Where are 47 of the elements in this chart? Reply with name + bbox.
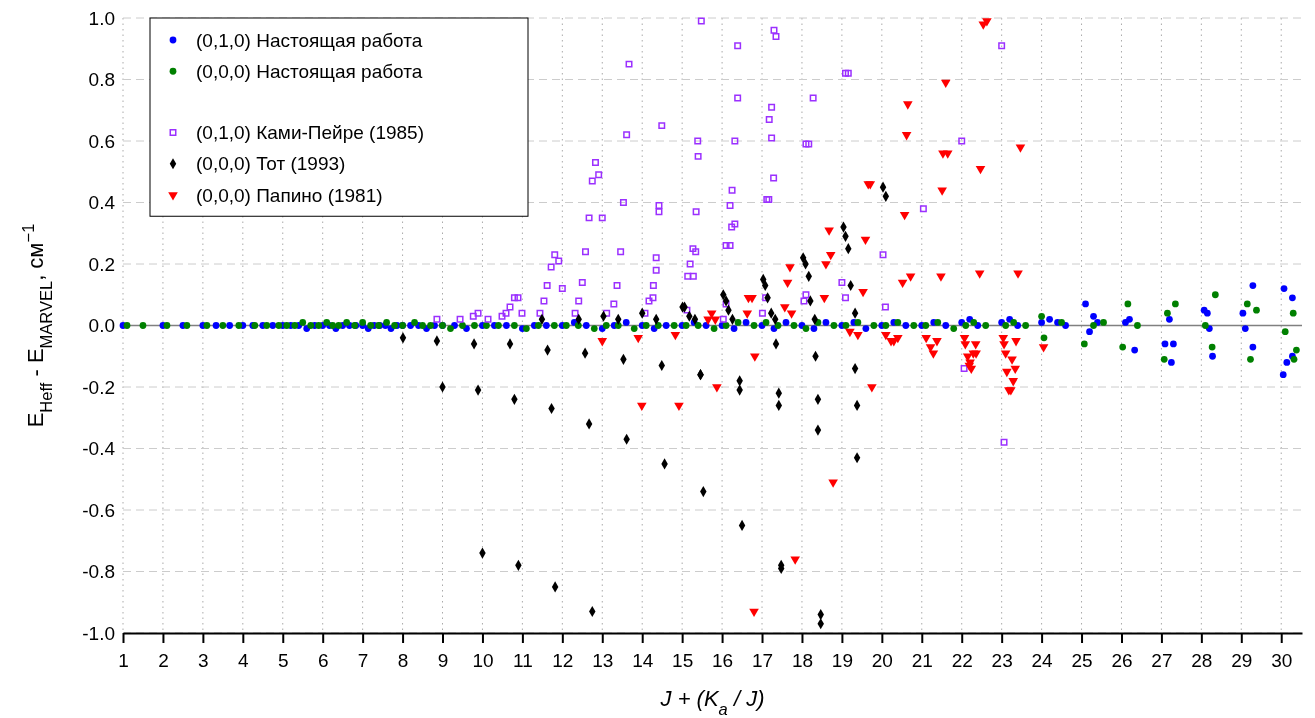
x-tick-label: 16	[712, 649, 734, 671]
x-tick-label: 30	[1271, 649, 1293, 671]
y-tick-label: 0.0	[88, 315, 115, 337]
legend-label: (0,0,0) Настоящая работа	[196, 60, 423, 82]
legend-label: (0,0,0) Папино (1981)	[196, 184, 383, 206]
x-tick-label: 17	[751, 649, 774, 671]
x-tick-label: 15	[672, 649, 694, 671]
x-tick-label: 25	[1071, 649, 1093, 671]
y-tick-label: 1.0	[88, 7, 115, 29]
x-tick-label: 8	[397, 649, 409, 671]
x-tick-label: 24	[1031, 649, 1054, 671]
x-tick-label: 10	[472, 649, 494, 671]
y-tick-label: -0.4	[82, 438, 116, 460]
y-tick-label: -0.8	[82, 561, 115, 583]
x-tick-label: 2	[158, 649, 169, 671]
y-tick-label: -0.6	[82, 499, 115, 521]
x-tick-label: 13	[592, 649, 614, 671]
x-tick-label: 1	[118, 649, 129, 671]
x-tick-label: 5	[277, 649, 289, 671]
x-tick-label: 11	[513, 649, 533, 671]
y-tick-label: -0.2	[82, 376, 115, 398]
y-tick-label: 0.8	[88, 69, 115, 91]
x-tick-label: 21	[911, 649, 933, 671]
x-tick-label: 19	[831, 649, 853, 671]
x-tick-label: 6	[317, 649, 329, 671]
x-tick-label: 12	[552, 649, 574, 671]
x-tick-label: 18	[791, 649, 814, 671]
x-tick-label: 14	[632, 649, 654, 671]
y-tick-label: -1.0	[82, 622, 115, 644]
y-tick-label: 0.2	[88, 253, 115, 275]
x-tick-label: 4	[238, 649, 250, 671]
x-tick-label: 27	[1151, 649, 1173, 671]
x-tick-label: 20	[871, 649, 893, 671]
x-tick-label: 29	[1231, 649, 1253, 671]
x-tick-label: 28	[1191, 649, 1213, 671]
x-tick-label: 26	[1111, 649, 1133, 671]
x-axis-title: J + (K$_{a}$ / J)	[659, 686, 765, 718]
x-tick-label: 9	[437, 649, 449, 671]
x-tick-label: 3	[198, 649, 209, 671]
legend-label: (0,0,0) Тот (1993)	[196, 153, 346, 175]
legend-label: (0,1,0) Ками-Пейре (1985)	[196, 122, 424, 144]
legend-label: (0,1,0) Настоящая работа	[196, 29, 423, 51]
x-tick-label: 7	[357, 649, 369, 671]
y-tick-label: 0.6	[88, 130, 115, 152]
y-tick-label: 0.4	[88, 192, 116, 214]
x-tick-label: 22	[951, 649, 973, 671]
x-tick-label: 23	[991, 649, 1013, 671]
